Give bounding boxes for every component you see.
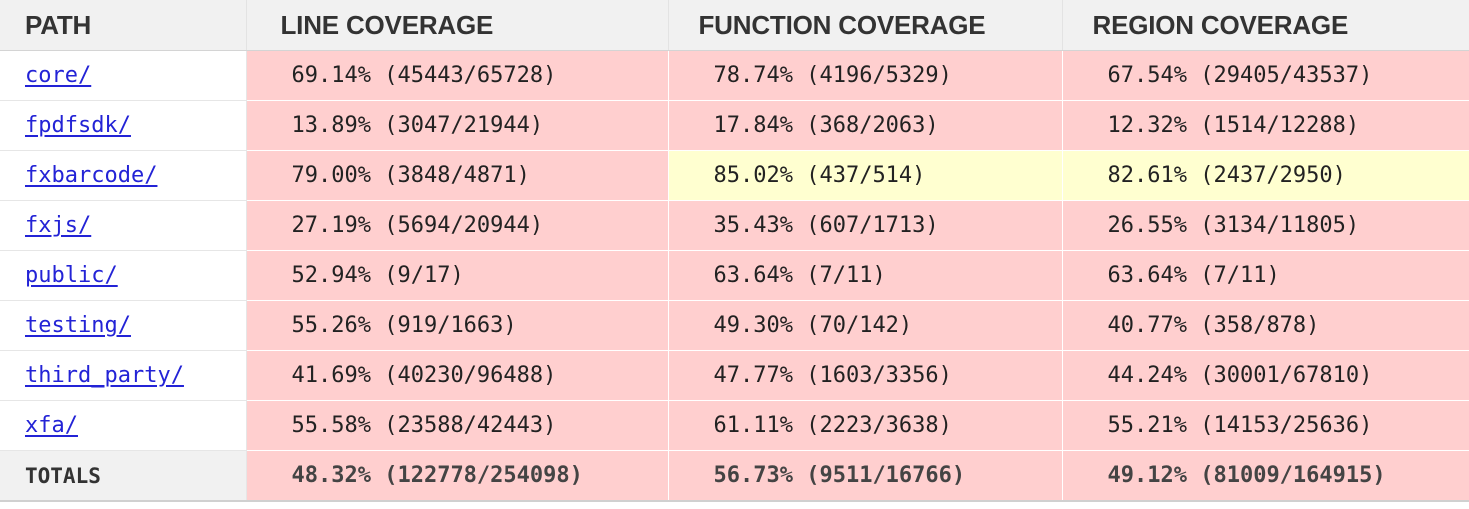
line-coverage-cell: 41.69% (40230/96488) <box>246 350 669 401</box>
path-cell: fxbarcode/ <box>0 150 247 201</box>
function-coverage-cell: 85.02% (437/514) <box>668 150 1063 201</box>
region-coverage-cell: 55.21% (14153/25636) <box>1062 400 1469 451</box>
table-row: core/ 69.14% (45443/65728) 78.74% (4196/… <box>0 50 1469 101</box>
totals-region-coverage: 49.12% (81009/164915) <box>1062 450 1469 502</box>
region-coverage-cell: 12.32% (1514/12288) <box>1062 100 1469 151</box>
path-link[interactable]: fxbarcode/ <box>25 163 158 188</box>
column-header-region-coverage[interactable]: REGION COVERAGE <box>1062 0 1469 51</box>
path-link[interactable]: testing/ <box>25 313 131 338</box>
totals-line-coverage: 48.32% (122778/254098) <box>246 450 669 502</box>
totals-label: TOTALS <box>0 450 247 502</box>
region-coverage-cell: 63.64% (7/11) <box>1062 250 1469 301</box>
table-row: third_party/ 41.69% (40230/96488) 47.77%… <box>0 350 1469 401</box>
line-coverage-cell: 55.58% (23588/42443) <box>246 400 669 451</box>
path-cell: fxjs/ <box>0 200 247 251</box>
function-coverage-cell: 78.74% (4196/5329) <box>668 50 1063 101</box>
line-coverage-cell: 52.94% (9/17) <box>246 250 669 301</box>
table-row: public/ 52.94% (9/17) 63.64% (7/11) 63.6… <box>0 250 1469 301</box>
line-coverage-cell: 79.00% (3848/4871) <box>246 150 669 201</box>
path-cell: xfa/ <box>0 400 247 451</box>
path-link[interactable]: xfa/ <box>25 413 78 438</box>
table-row: fpdfsdk/ 13.89% (3047/21944) 17.84% (368… <box>0 100 1469 151</box>
path-link[interactable]: third_party/ <box>25 363 184 388</box>
path-link[interactable]: fpdfsdk/ <box>25 113 131 138</box>
header-row: PATH LINE COVERAGE FUNCTION COVERAGE REG… <box>0 0 1469 51</box>
line-coverage-cell: 55.26% (919/1663) <box>246 300 669 351</box>
function-coverage-cell: 17.84% (368/2063) <box>668 100 1063 151</box>
line-coverage-cell: 69.14% (45443/65728) <box>246 50 669 101</box>
path-cell: third_party/ <box>0 350 247 401</box>
totals-row: TOTALS 48.32% (122778/254098) 56.73% (95… <box>0 450 1469 502</box>
column-header-function-coverage[interactable]: FUNCTION COVERAGE <box>668 0 1063 51</box>
path-link[interactable]: core/ <box>25 63 92 88</box>
region-coverage-cell: 44.24% (30001/67810) <box>1062 350 1469 401</box>
function-coverage-cell: 47.77% (1603/3356) <box>668 350 1063 401</box>
column-header-path[interactable]: PATH <box>0 0 247 51</box>
path-link[interactable]: public/ <box>25 263 118 288</box>
path-cell: testing/ <box>0 300 247 351</box>
table-row: xfa/ 55.58% (23588/42443) 61.11% (2223/3… <box>0 400 1469 451</box>
line-coverage-cell: 27.19% (5694/20944) <box>246 200 669 251</box>
table-row: fxjs/ 27.19% (5694/20944) 35.43% (607/17… <box>0 200 1469 251</box>
region-coverage-cell: 26.55% (3134/11805) <box>1062 200 1469 251</box>
table-body: core/ 69.14% (45443/65728) 78.74% (4196/… <box>0 50 1469 502</box>
path-link[interactable]: fxjs/ <box>25 213 92 238</box>
region-coverage-cell: 82.61% (2437/2950) <box>1062 150 1469 201</box>
path-cell: fpdfsdk/ <box>0 100 247 151</box>
function-coverage-cell: 63.64% (7/11) <box>668 250 1063 301</box>
table-row: fxbarcode/ 79.00% (3848/4871) 85.02% (43… <box>0 150 1469 201</box>
table-row: testing/ 55.26% (919/1663) 49.30% (70/14… <box>0 300 1469 351</box>
function-coverage-cell: 61.11% (2223/3638) <box>668 400 1063 451</box>
region-coverage-cell: 67.54% (29405/43537) <box>1062 50 1469 101</box>
function-coverage-cell: 49.30% (70/142) <box>668 300 1063 351</box>
line-coverage-cell: 13.89% (3047/21944) <box>246 100 669 151</box>
path-cell: public/ <box>0 250 247 301</box>
function-coverage-cell: 35.43% (607/1713) <box>668 200 1063 251</box>
column-header-line-coverage[interactable]: LINE COVERAGE <box>246 0 669 51</box>
table-header: PATH LINE COVERAGE FUNCTION COVERAGE REG… <box>0 0 1469 51</box>
region-coverage-cell: 40.77% (358/878) <box>1062 300 1469 351</box>
path-cell: core/ <box>0 50 247 101</box>
totals-function-coverage: 56.73% (9511/16766) <box>668 450 1063 502</box>
